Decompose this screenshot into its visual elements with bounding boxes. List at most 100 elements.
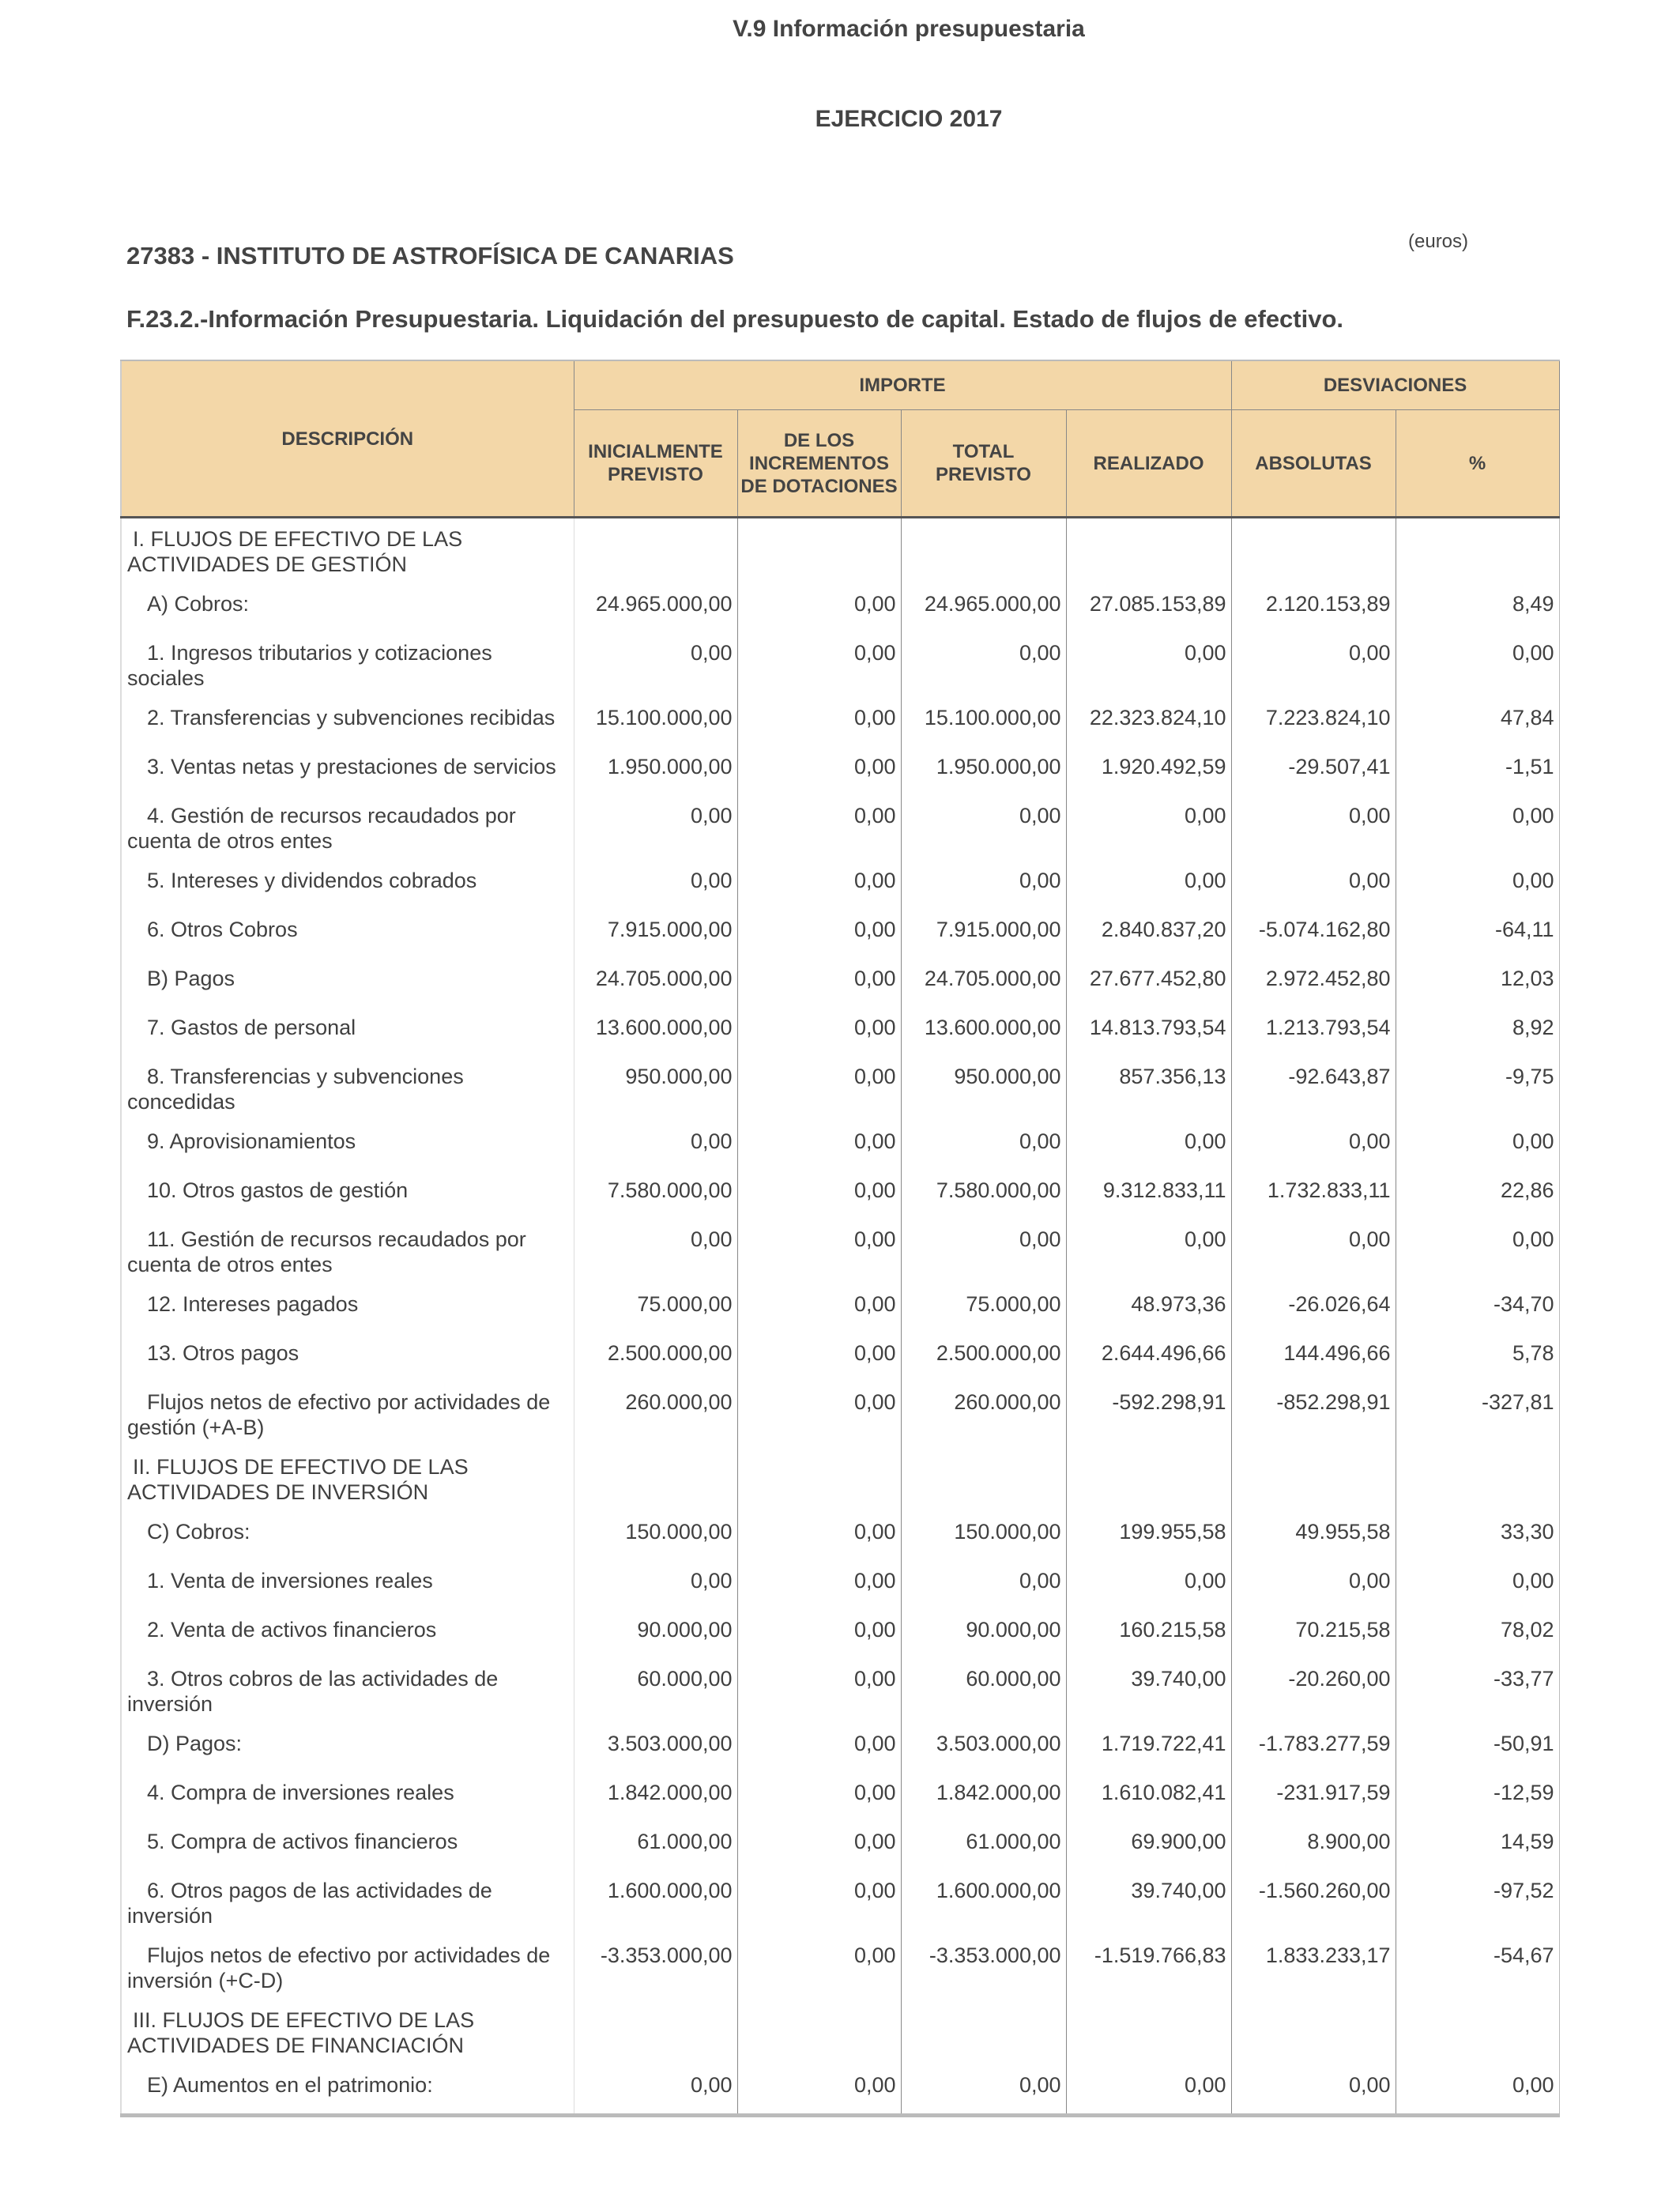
cell-value: 0,00 bbox=[736, 632, 902, 697]
cell-value: 0,00 bbox=[736, 1170, 902, 1219]
cell-value: -92.643,87 bbox=[1230, 1056, 1396, 1121]
cell-value: 0,00 bbox=[573, 632, 738, 697]
table-row: 3. Otros cobros de las actividades de in… bbox=[120, 1658, 1560, 1723]
cell-value: -20.260,00 bbox=[1230, 1658, 1396, 1723]
cell-value: 61.000,00 bbox=[900, 1821, 1067, 1870]
row-description: 3. Otros cobros de las actividades de in… bbox=[120, 1658, 574, 1723]
cell-value: 0,00 bbox=[736, 795, 902, 860]
cell-value: 39.740,00 bbox=[1065, 1658, 1232, 1723]
cell-value: 0,00 bbox=[573, 2064, 738, 2117]
row-description: 9. Aprovisionamientos bbox=[120, 1121, 574, 1170]
table-row: 4. Compra de inversiones reales 1.842.000… bbox=[120, 1772, 1560, 1821]
table-row: 11. Gestión de recursos recaudados por c… bbox=[120, 1219, 1560, 1284]
cell-value: 2.972.452,80 bbox=[1230, 958, 1396, 1007]
table-row: 9. Aprovisionamientos 0,00 0,00 0,00 0,00 0,0… bbox=[120, 1121, 1560, 1170]
table-row: Flujos netos de efectivo por actividades… bbox=[120, 1382, 1560, 1446]
cell-value: 24.965.000,00 bbox=[900, 583, 1067, 632]
row-description: 12. Intereses pagados bbox=[120, 1284, 574, 1333]
table-row: 10. Otros gastos de gestión 7.580.000,00 0… bbox=[120, 1170, 1560, 1219]
cell-value: 14,59 bbox=[1395, 1821, 1560, 1870]
cell-value: 0,00 bbox=[736, 1007, 902, 1056]
cell-value: -34,70 bbox=[1395, 1284, 1560, 1333]
cell-value: -64,11 bbox=[1395, 909, 1560, 958]
cell-value: 7.915.000,00 bbox=[573, 909, 738, 958]
cell-value bbox=[1230, 517, 1396, 583]
row-description: 5. Compra de activos financieros bbox=[120, 1821, 574, 1870]
cell-value: 160.215,58 bbox=[1065, 1609, 1232, 1658]
cell-value: 90.000,00 bbox=[573, 1609, 738, 1658]
row-description: 5. Intereses y dividendos cobrados bbox=[120, 860, 574, 909]
cell-value: 199.955,58 bbox=[1065, 1511, 1232, 1560]
cell-value: 90.000,00 bbox=[900, 1609, 1067, 1658]
cell-value: 0,00 bbox=[736, 1870, 902, 1935]
cell-value: 22,86 bbox=[1395, 1170, 1560, 1219]
cell-value: 0,00 bbox=[1395, 795, 1560, 860]
row-description: 3. Ventas netas y prestaciones de servic… bbox=[120, 746, 574, 795]
cell-value: 3.503.000,00 bbox=[573, 1723, 738, 1772]
header-total-previsto: TOTAL PREVISTO bbox=[900, 409, 1067, 518]
cell-value: -1.560.260,00 bbox=[1230, 1870, 1396, 1935]
row-description: 10. Otros gastos de gestión bbox=[120, 1170, 574, 1219]
cell-value bbox=[1065, 1446, 1232, 1511]
cell-value: 0,00 bbox=[736, 1658, 902, 1723]
table-row: 8. Transferencias y subvenciones concedi… bbox=[120, 1056, 1560, 1121]
cell-value: 8.900,00 bbox=[1230, 1821, 1396, 1870]
cell-value: 13.600.000,00 bbox=[573, 1007, 738, 1056]
cell-value: 3.503.000,00 bbox=[900, 1723, 1067, 1772]
cell-value bbox=[736, 2000, 902, 2064]
cell-value: -54,67 bbox=[1395, 1935, 1560, 2000]
cell-value: 24.965.000,00 bbox=[573, 583, 738, 632]
cell-value: 0,00 bbox=[1395, 860, 1560, 909]
cell-value: 15.100.000,00 bbox=[573, 697, 738, 746]
cell-value: 0,00 bbox=[573, 1560, 738, 1609]
cell-value: -29.507,41 bbox=[1230, 746, 1396, 795]
cell-value: 0,00 bbox=[736, 697, 902, 746]
cell-value: -231.917,59 bbox=[1230, 1772, 1396, 1821]
table-row: 4. Gestión de recursos recaudados por cu… bbox=[120, 795, 1560, 860]
cell-value: 33,30 bbox=[1395, 1511, 1560, 1560]
row-description: 13. Otros pagos bbox=[120, 1333, 574, 1382]
cell-value: 0,00 bbox=[736, 860, 902, 909]
fiscal-year: EJERCICIO 2017 bbox=[815, 106, 1003, 132]
cell-value bbox=[1395, 517, 1560, 583]
cell-value: 1.950.000,00 bbox=[900, 746, 1067, 795]
cell-value: 260.000,00 bbox=[573, 1382, 738, 1446]
table-row: 1. Venta de inversiones reales 0,00 0,00 0,… bbox=[120, 1560, 1560, 1609]
cell-value: 15.100.000,00 bbox=[900, 697, 1067, 746]
cell-value: -852.298,91 bbox=[1230, 1382, 1396, 1446]
cell-value: 8,49 bbox=[1395, 583, 1560, 632]
table-row: 7. Gastos de personal 13.600.000,00 0,00 13… bbox=[120, 1007, 1560, 1056]
cell-value: -3.353.000,00 bbox=[573, 1935, 738, 2000]
table-row: Flujos netos de efectivo por actividades… bbox=[120, 1935, 1560, 2000]
header-percent: % bbox=[1395, 409, 1560, 518]
cell-value: 0,00 bbox=[736, 1609, 902, 1658]
units-label: (euros) bbox=[1408, 231, 1469, 252]
table-row: 1. Ingresos tributarios y cotizaciones s… bbox=[120, 632, 1560, 697]
cell-value: -1.783.277,59 bbox=[1230, 1723, 1396, 1772]
row-description: 7. Gastos de personal bbox=[120, 1007, 574, 1056]
cell-value: 1.610.082,41 bbox=[1065, 1772, 1232, 1821]
cell-value bbox=[900, 1446, 1067, 1511]
cell-value: 0,00 bbox=[1065, 860, 1232, 909]
row-description: 8. Transferencias y subvenciones concedi… bbox=[120, 1056, 574, 1121]
table-row: 6. Otros pagos de las actividades de inv… bbox=[120, 1870, 1560, 1935]
cell-value: 857.356,13 bbox=[1065, 1056, 1232, 1121]
cell-value: 0,00 bbox=[1230, 2064, 1396, 2117]
row-description: E) Aumentos en el patrimonio: bbox=[120, 2064, 574, 2117]
table-row: 3. Ventas netas y prestaciones de servic… bbox=[120, 746, 1560, 795]
cell-value: 70.215,58 bbox=[1230, 1609, 1396, 1658]
cell-value: 0,00 bbox=[736, 1121, 902, 1170]
cell-value: 1.920.492,59 bbox=[1065, 746, 1232, 795]
cell-value bbox=[1065, 2000, 1232, 2064]
row-description: III. FLUJOS DE EFECTIVO DE LAS ACTIVIDAD… bbox=[120, 2000, 574, 2064]
table-row: D) Pagos: 3.503.000,00 0,00 3.503.000,00 1.7… bbox=[120, 1723, 1560, 1772]
cell-value: 14.813.793,54 bbox=[1065, 1007, 1232, 1056]
cell-value: 0,00 bbox=[1395, 2064, 1560, 2117]
section-row: I. FLUJOS DE EFECTIVO DE LAS ACTIVIDADES… bbox=[120, 517, 1560, 583]
cell-value bbox=[900, 2000, 1067, 2064]
row-description: I. FLUJOS DE EFECTIVO DE LAS ACTIVIDADES… bbox=[120, 517, 574, 583]
cell-value: 1.719.722,41 bbox=[1065, 1723, 1232, 1772]
cell-value: 1.600.000,00 bbox=[573, 1870, 738, 1935]
cell-value: 0,00 bbox=[736, 2064, 902, 2117]
table-row: A) Cobros: 24.965.000,00 0,00 24.965.000,00… bbox=[120, 583, 1560, 632]
